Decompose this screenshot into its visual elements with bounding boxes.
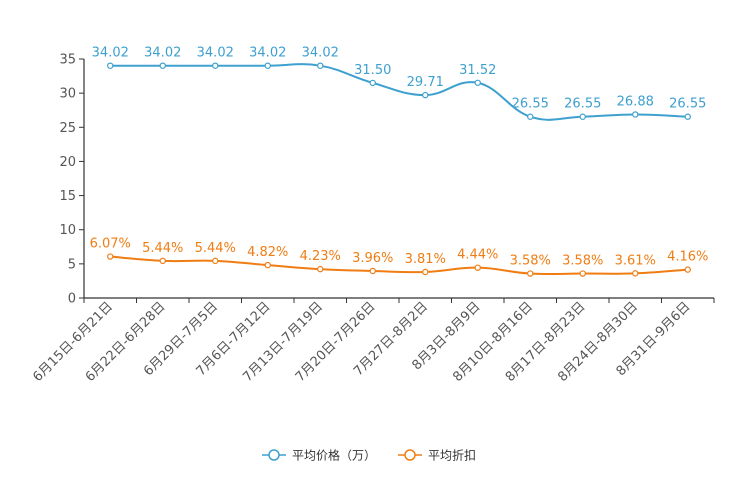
data-point (579, 270, 586, 277)
data-point (527, 270, 534, 277)
data-label: 34.02 (197, 46, 234, 61)
data-point (317, 265, 324, 273)
data-label: 31.50 (354, 63, 391, 78)
series-1: 34.02 34.02 34.02 34.02 34.02 31.50 29.71 31.52… (92, 46, 706, 121)
y-tick-label: 15 (59, 189, 76, 204)
data-label: 4.44% (457, 248, 498, 263)
legend: 平均价格（万） 平均折扣 (262, 448, 476, 463)
data-point (632, 111, 639, 118)
data-point (684, 113, 691, 120)
data-point (369, 267, 376, 275)
data-point (264, 261, 271, 269)
data-label: 5.44% (195, 241, 236, 256)
data-point (474, 79, 481, 86)
y-tick-label: 0 (68, 292, 76, 307)
data-label: 26.88 (617, 94, 654, 109)
data-label: 26.55 (564, 97, 601, 112)
data-point (107, 253, 114, 260)
y-tick-label: 5 (68, 257, 76, 272)
data-label: 29.71 (407, 75, 444, 90)
data-point (422, 268, 429, 276)
legend-item-1: 平均价格（万） (262, 448, 376, 463)
legend-marker (268, 449, 280, 461)
legend-label: 平均价格（万） (292, 448, 376, 463)
series-layer: 34.02 34.02 34.02 34.02 34.02 31.50 29.71 31.52… (90, 46, 708, 277)
data-label: 3.58% (562, 254, 603, 269)
data-label: 4.82% (247, 245, 288, 260)
data-label: 4.16% (667, 250, 708, 265)
legend-marker (404, 449, 416, 461)
y-tick-label: 25 (59, 121, 76, 136)
series-line (110, 255, 688, 276)
series-2: 6.07% 5.44% 5.44% 4.82% 4.23% 3.96% 3.81% 4.44%… (90, 237, 708, 277)
data-label: 6.07% (90, 237, 131, 252)
data-label: 34.02 (302, 46, 339, 61)
data-point (264, 62, 271, 69)
data-point (474, 264, 481, 271)
data-point (159, 257, 166, 265)
y-tick-label: 30 (59, 87, 76, 102)
x-axis: 6月15日-6月21日6月22日-6月28日6月29日-7月5日7月6日-7月1… (30, 297, 715, 385)
data-point (212, 257, 219, 265)
data-point (317, 62, 324, 69)
data-point (212, 62, 219, 69)
data-point (579, 113, 586, 120)
data-label: 34.02 (249, 46, 286, 61)
data-label: 4.23% (300, 249, 341, 264)
data-label: 34.02 (144, 46, 181, 61)
data-label: 34.02 (92, 46, 129, 61)
data-label: 5.44% (142, 241, 183, 256)
data-label: 26.55 (669, 97, 706, 112)
data-point (159, 62, 166, 69)
data-point (107, 62, 114, 69)
data-label: 26.55 (512, 97, 549, 112)
data-label: 3.61% (615, 253, 656, 268)
data-point (632, 270, 639, 277)
legend-item-2: 平均折扣 (398, 448, 476, 463)
data-label: 3.58% (510, 254, 551, 269)
data-point (422, 91, 429, 99)
y-axis: 0 5 10 15 20 25 30 35 (59, 53, 85, 307)
data-point (684, 266, 691, 273)
data-label: 3.81% (405, 252, 446, 267)
y-tick-label: 20 (59, 155, 76, 170)
y-tick-label: 35 (59, 53, 76, 68)
series-line (110, 63, 688, 121)
data-point (527, 113, 534, 120)
data-point (369, 79, 376, 87)
y-tick-label: 10 (59, 223, 76, 238)
data-label: 3.96% (352, 251, 393, 266)
data-label: 31.52 (459, 63, 496, 78)
legend-label: 平均折扣 (428, 448, 476, 463)
